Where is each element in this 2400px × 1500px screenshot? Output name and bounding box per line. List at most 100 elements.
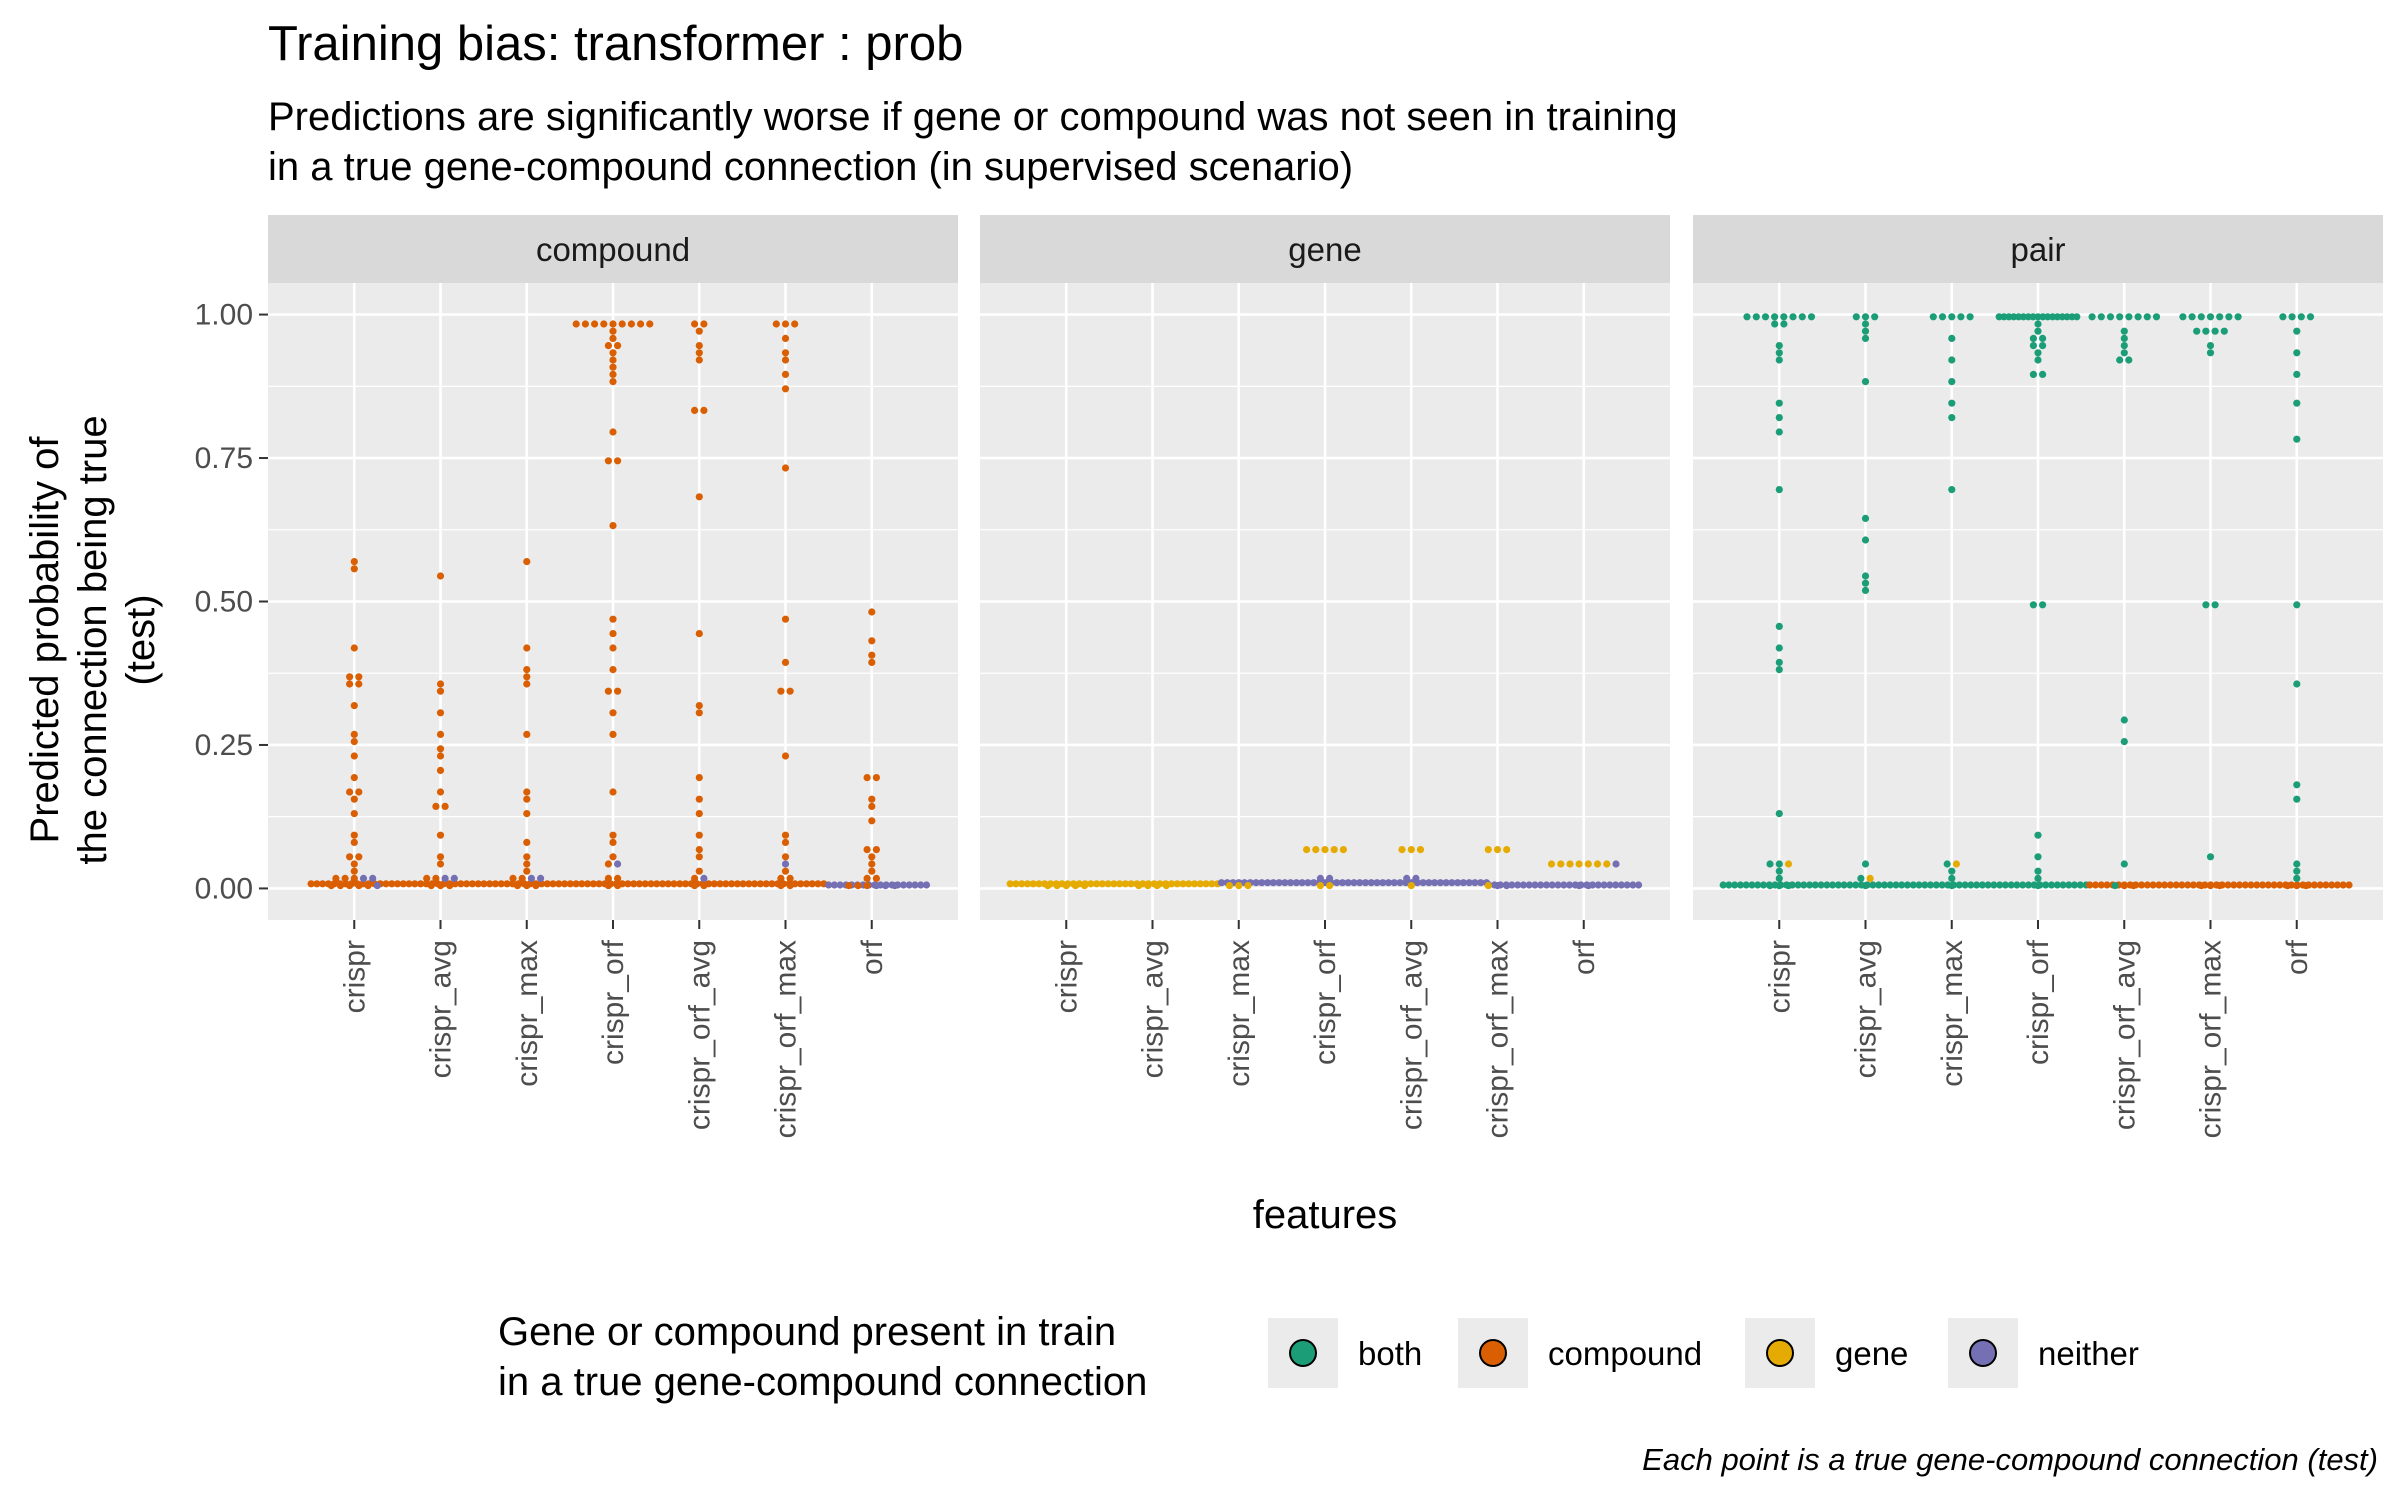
- data-point-baseline: [797, 880, 805, 888]
- data-point-baseline: [1806, 881, 1814, 889]
- data-point-both: [2039, 342, 2047, 350]
- data-point-baseline: [1823, 881, 1831, 889]
- data-point-both: [2206, 853, 2215, 861]
- data-point-both: [1948, 334, 1956, 342]
- data-point-compound: [436, 680, 445, 688]
- data-point-compound: [695, 630, 703, 638]
- data-point-gene: [1575, 860, 1583, 868]
- data-point-baseline: [751, 880, 759, 888]
- data-point-baseline: [630, 880, 638, 888]
- data-point-baseline: [1185, 880, 1193, 888]
- data-point-both: [2293, 435, 2301, 443]
- data-point-compound: [786, 874, 794, 883]
- data-point-baseline: [716, 880, 724, 888]
- data-point-both: [2152, 313, 2161, 321]
- data-point-both: [1938, 313, 1947, 321]
- data-point-baseline: [1264, 879, 1272, 887]
- data-point-compound: [436, 687, 445, 695]
- data-point-compound: [336, 882, 344, 890]
- data-point-baseline: [1996, 881, 2004, 889]
- data-point-both: [2034, 882, 2042, 890]
- data-point-compound: [436, 752, 445, 760]
- legend-swatch: [1969, 1339, 1997, 1367]
- data-point-both: [1861, 320, 1870, 328]
- data-point-gene: [1053, 882, 1061, 890]
- data-point-both: [1948, 882, 1956, 890]
- data-point-baseline: [1606, 881, 1614, 889]
- data-point-both: [2029, 342, 2037, 350]
- data-point-baseline: [1731, 881, 1739, 889]
- data-point-compound: [609, 522, 617, 530]
- data-point-both: [2034, 320, 2042, 328]
- data-point-baseline: [1875, 881, 1883, 889]
- data-point-both: [1966, 313, 1974, 321]
- data-point-both: [2125, 313, 2133, 321]
- data-point-compound: [350, 831, 358, 839]
- data-point-compound: [695, 702, 703, 710]
- data-point-baseline: [2310, 881, 2318, 889]
- data-point-neither: [1612, 860, 1620, 868]
- data-point-baseline: [2322, 881, 2330, 889]
- data-point-compound: [523, 795, 531, 803]
- data-point-compound: [355, 680, 363, 688]
- x-tick-label: crispr_orf_avg: [1395, 940, 1428, 1130]
- data-point-baseline: [480, 880, 488, 888]
- data-point-baseline: [1477, 879, 1485, 887]
- data-point-both: [1775, 867, 1783, 875]
- data-point-both: [2206, 349, 2215, 357]
- data-point-both: [1861, 586, 1870, 595]
- data-point-baseline: [2103, 881, 2111, 889]
- data-point-baseline: [1093, 880, 1101, 888]
- data-point-gene: [1503, 846, 1511, 854]
- data-point-compound: [604, 860, 613, 868]
- data-point-compound: [441, 802, 449, 811]
- data-point-gene: [1493, 846, 1502, 854]
- data-point-baseline: [1298, 879, 1306, 887]
- data-point-compound: [863, 882, 871, 890]
- data-point-both: [2225, 313, 2233, 321]
- data-points: [1006, 846, 1643, 890]
- data-point-baseline: [802, 880, 811, 888]
- data-point-compound: [604, 882, 613, 890]
- data-point-baseline: [2253, 881, 2261, 889]
- data-point-baseline: [2013, 881, 2021, 889]
- data-point-baseline: [1390, 879, 1398, 887]
- y-axis-label-line-3: (test): [119, 594, 163, 685]
- y-tick-label: 0.75: [195, 442, 253, 475]
- data-point-baseline: [2019, 881, 2027, 889]
- data-point-compound: [695, 831, 703, 839]
- data-point-baseline: [1736, 881, 1745, 889]
- data-point-compound: [868, 860, 876, 868]
- data-point-baseline: [1903, 881, 1912, 889]
- facet-panel-gene: gene crispr crispr_avg crispr_max crispr_orf…: [980, 215, 1670, 1138]
- data-point-both: [2193, 327, 2201, 335]
- legend-title-line-2: in a true gene-compound connection: [498, 1360, 1147, 1404]
- data-point-neither: [781, 860, 790, 868]
- data-point-gene: [1407, 846, 1415, 854]
- data-point-baseline: [2138, 881, 2146, 889]
- data-point-both: [1861, 378, 1870, 386]
- data-point-compound: [786, 687, 794, 695]
- data-point-baseline: [411, 880, 419, 888]
- data-point-compound: [341, 874, 349, 883]
- data-point-baseline: [497, 880, 505, 888]
- data-point-baseline: [543, 880, 551, 888]
- facet-strip: [1693, 215, 2383, 283]
- data-point-compound: [523, 673, 531, 681]
- data-point-gene: [1603, 860, 1611, 868]
- data-point-both: [2120, 342, 2128, 350]
- x-tick-label: crispr_avg: [1137, 940, 1170, 1078]
- data-point-baseline: [463, 880, 471, 888]
- data-point-both: [2116, 313, 2124, 321]
- data-point-compound: [609, 320, 617, 328]
- data-point-compound: [350, 730, 358, 739]
- data-point-baseline: [491, 880, 499, 888]
- chart-subtitle-line-2: in a true gene-compound connection (in s…: [268, 145, 1353, 189]
- data-point-baseline: [2345, 881, 2353, 889]
- data-point-baseline: [1748, 881, 1756, 889]
- data-point-both: [2206, 342, 2215, 350]
- data-point-compound: [781, 356, 790, 364]
- data-point-compound: [868, 658, 876, 667]
- data-point-baseline: [2091, 881, 2100, 889]
